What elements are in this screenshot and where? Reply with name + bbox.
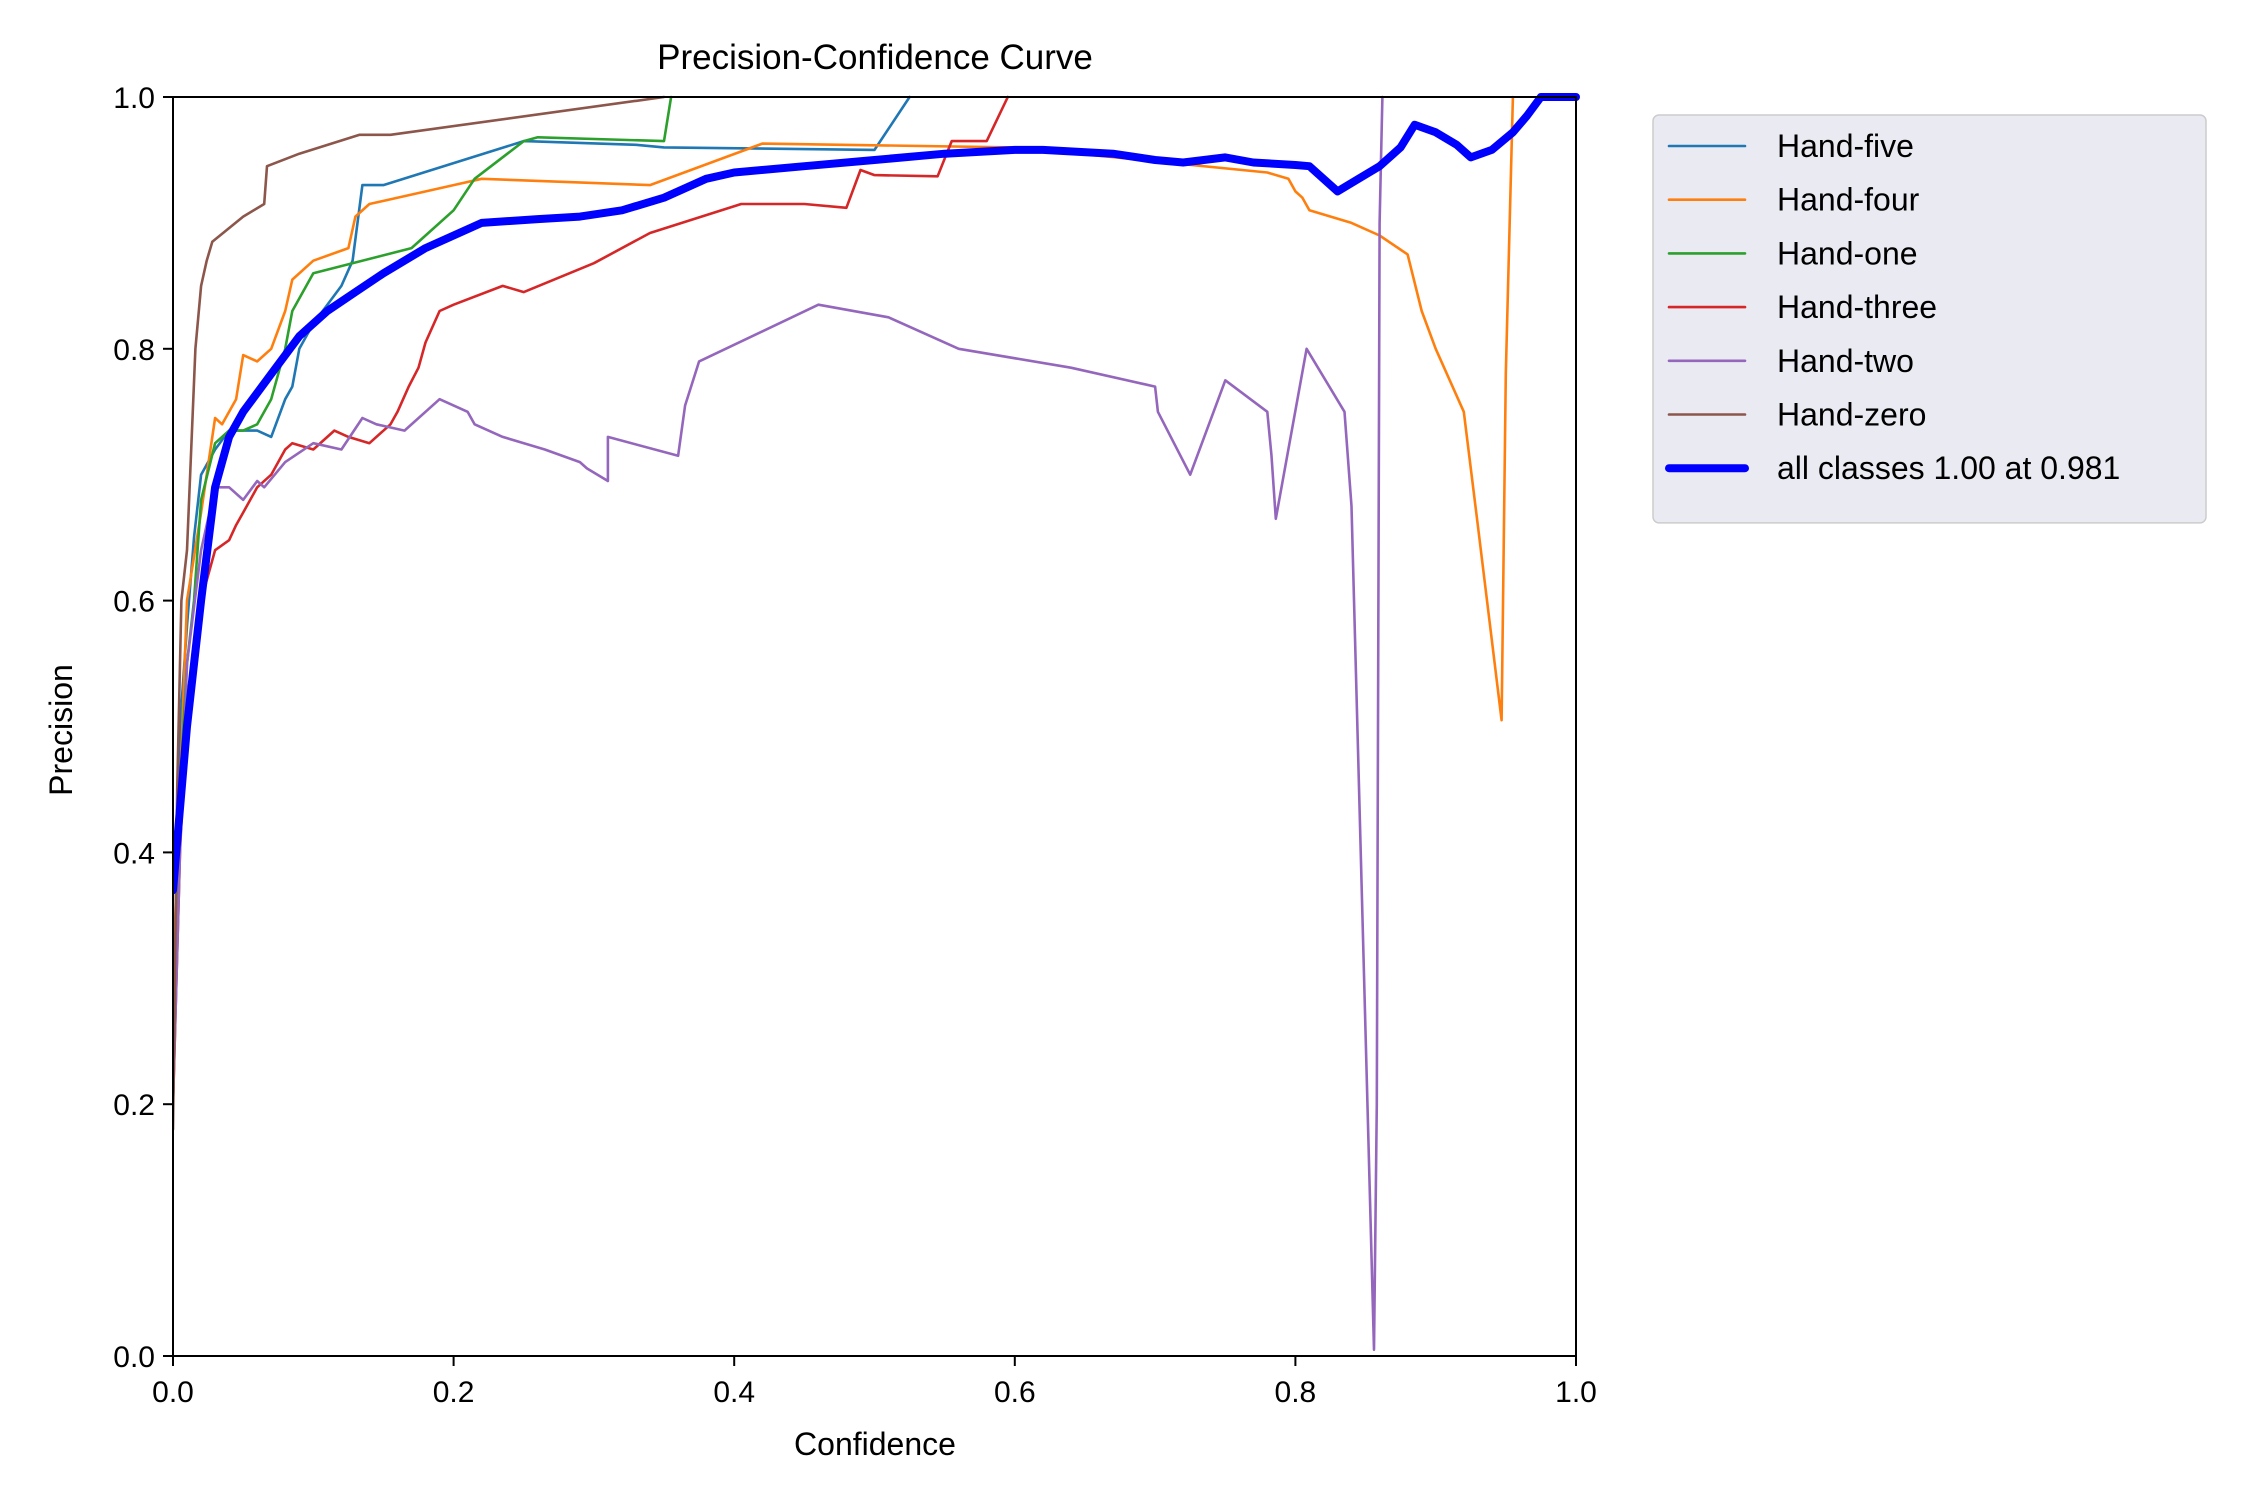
y-tick-label: 0.2 — [113, 1089, 155, 1122]
legend-box — [1652, 114, 2207, 524]
y-tick-label: 0.0 — [113, 1341, 155, 1374]
series-line-0 — [173, 95, 911, 1081]
legend-entry-label: all classes 1.00 at 0.981 — [1777, 450, 2120, 486]
legend-entry-label: Hand-one — [1777, 235, 1918, 271]
legend-entry-label: Hand-zero — [1777, 397, 1926, 433]
x-tick-label: 0.6 — [994, 1376, 1036, 1409]
x-tick-label: 1.0 — [1555, 1376, 1597, 1409]
x-tick-label: 0.2 — [433, 1376, 475, 1409]
series-line-2 — [173, 95, 673, 1106]
legend-entry-label: Hand-two — [1777, 343, 1914, 379]
x-tick-label: 0.4 — [713, 1376, 755, 1409]
y-axis-label: Precision — [43, 664, 79, 796]
y-tick-label: 0.4 — [113, 837, 155, 870]
y-tick-label: 1.0 — [113, 82, 155, 115]
series-line-1 — [173, 95, 1515, 980]
x-tick-label: 0.0 — [152, 1376, 194, 1409]
series-line-5 — [173, 95, 666, 1131]
series-line-3 — [173, 95, 1010, 1106]
legend-entry-label: Hand-three — [1777, 289, 1937, 325]
series-line-6 — [173, 93, 1580, 895]
legend: Hand-five Hand-four Hand-one Hand-three Hand… — [1652, 114, 2207, 524]
y-tick-label: 0.6 — [113, 586, 155, 619]
y-tick-label: 0.8 — [113, 334, 155, 367]
x-axis-label: Confidence — [794, 1426, 956, 1462]
plot-frame — [172, 96, 1577, 1357]
chart-title: Precision-Confidence Curve — [657, 38, 1093, 77]
series-line-4 — [173, 95, 1384, 1351]
legend-entry-label: Hand-five — [1777, 128, 1914, 164]
legend-entry-label: Hand-four — [1777, 182, 1920, 218]
x-tick-label: 0.8 — [1275, 1376, 1317, 1409]
